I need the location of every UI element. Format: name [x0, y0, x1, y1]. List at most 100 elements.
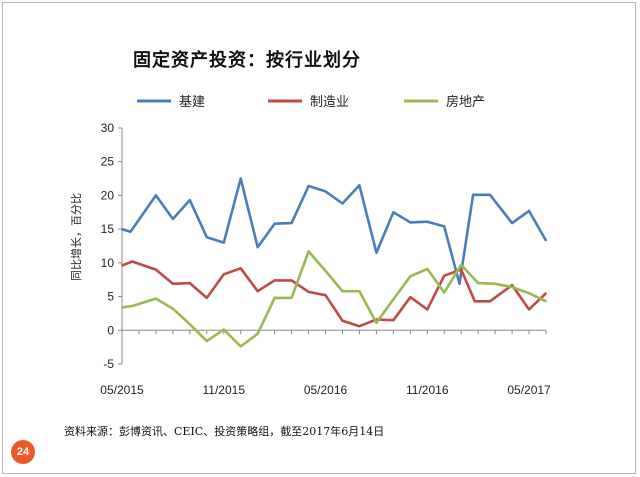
data-point — [511, 286, 513, 288]
data-point — [239, 177, 242, 180]
data-point — [129, 231, 132, 233]
data-point — [473, 300, 476, 303]
data-point — [273, 222, 276, 225]
x-tick-label: 05/2016 — [304, 383, 348, 397]
data-point — [528, 210, 530, 212]
data-point — [358, 290, 361, 292]
data-point — [341, 290, 344, 292]
data-point — [409, 221, 412, 224]
series-0 — [121, 177, 548, 286]
data-point — [239, 345, 242, 348]
data-point — [358, 184, 361, 187]
data-point — [222, 273, 225, 276]
y-axis-label: 同比增长，百分比 — [69, 193, 83, 281]
x-tick-label: 11/2016 — [406, 383, 449, 397]
data-point — [545, 239, 547, 242]
data-point — [172, 282, 174, 285]
data-point — [443, 291, 446, 294]
data-point — [458, 282, 461, 285]
data-point — [324, 190, 327, 193]
data-point — [155, 268, 157, 271]
y-tick-label: 5 — [107, 290, 114, 304]
data-point — [375, 251, 378, 254]
data-point — [375, 322, 378, 324]
data-point — [307, 185, 310, 187]
data-point — [341, 202, 344, 205]
y-tick-label: 30 — [101, 121, 115, 135]
data-point — [511, 222, 513, 224]
data-point — [494, 282, 496, 285]
chart-legend: 基建 制造业 房地产 — [137, 94, 485, 109]
y-tick-label: -5 — [103, 357, 114, 371]
x-tick-label: 05/2015 — [100, 383, 144, 397]
data-point — [290, 279, 293, 282]
data-point — [392, 211, 395, 214]
source-note: 资料来源：彭博资讯、CEIC、投资策略组，截至2017年6月14日 — [64, 425, 385, 438]
series-line — [121, 260, 547, 328]
data-point — [341, 320, 344, 322]
series-line — [121, 177, 548, 286]
data-point — [290, 297, 293, 299]
chart-title: 固定资产投资：按行业划分 — [133, 50, 361, 71]
data-point — [131, 260, 133, 263]
data-point — [358, 325, 361, 328]
data-point — [256, 332, 259, 335]
data-point — [324, 294, 327, 297]
data-point — [239, 267, 242, 270]
data-point — [460, 264, 463, 266]
data-point — [256, 290, 259, 292]
data-point — [121, 306, 123, 309]
data-point — [222, 241, 225, 244]
data-point — [155, 297, 157, 300]
data-point — [121, 264, 123, 267]
legend-label: 制造业 — [310, 94, 349, 109]
data-point — [307, 250, 310, 253]
data-point — [256, 246, 259, 249]
data-point — [460, 268, 463, 271]
data-point — [489, 300, 491, 303]
y-tick-label: 15 — [101, 222, 115, 236]
page-number-badge: 24 — [11, 440, 35, 464]
data-point — [189, 282, 191, 284]
data-point — [426, 308, 429, 311]
data-point — [206, 236, 208, 239]
data-point — [290, 222, 293, 224]
y-tick-label: 25 — [101, 155, 115, 169]
data-point — [409, 275, 412, 278]
data-point — [273, 279, 276, 282]
data-point — [155, 194, 157, 197]
data-point — [477, 282, 479, 284]
y-tick-label: 0 — [107, 323, 114, 337]
legend-label: 基建 — [179, 94, 205, 109]
data-point — [443, 274, 446, 277]
data-point — [545, 300, 547, 303]
data-point — [121, 228, 123, 230]
data-point — [222, 328, 225, 331]
data-point — [528, 308, 530, 311]
data-point — [472, 193, 474, 196]
data-point — [307, 291, 310, 293]
data-point — [426, 268, 429, 270]
data-point — [528, 292, 530, 295]
series-layer — [121, 177, 548, 348]
data-point — [206, 297, 208, 299]
series-line — [121, 250, 547, 348]
data-point — [172, 218, 174, 220]
data-point — [189, 323, 191, 326]
data-point — [206, 340, 208, 342]
y-tick-label: 10 — [101, 256, 115, 270]
y-tick-label: 20 — [101, 188, 115, 202]
data-point — [392, 298, 395, 301]
data-point — [409, 296, 412, 299]
data-point — [131, 305, 133, 307]
x-tick-label: 11/2015 — [203, 383, 246, 397]
x-axis: 05/2015 11/2015 05/2016 11/2016 05/2017 — [100, 329, 551, 397]
data-point — [172, 307, 174, 310]
data-point — [392, 319, 395, 321]
data-point — [324, 270, 327, 272]
data-point — [511, 284, 513, 286]
data-point — [273, 297, 276, 299]
x-tick-label: 05/2017 — [507, 383, 551, 397]
